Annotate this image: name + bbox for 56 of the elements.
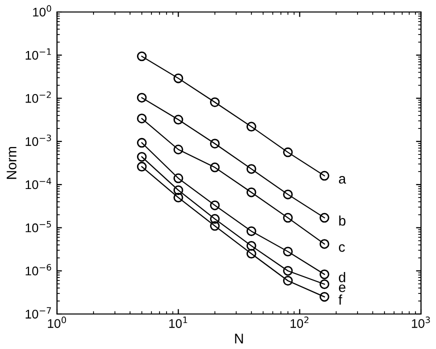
point bbox=[283, 266, 293, 276]
series-label: b bbox=[339, 215, 346, 226]
point bbox=[320, 279, 330, 290]
point bbox=[283, 147, 293, 158]
point bbox=[283, 246, 293, 256]
point bbox=[210, 138, 220, 148]
point bbox=[283, 212, 293, 223]
point bbox=[320, 292, 330, 302]
x-tick-label: 10$^{1}$ bbox=[169, 316, 188, 328]
point bbox=[320, 269, 330, 280]
y-tick-label: 10$^{−5}$ bbox=[26, 220, 51, 232]
point bbox=[173, 73, 184, 84]
point bbox=[283, 190, 293, 200]
x-tick-label: 10$^{0}$ bbox=[48, 316, 66, 328]
y-axis-title: Norm bbox=[6, 146, 16, 179]
x-axis-title: N bbox=[235, 334, 243, 344]
point bbox=[173, 144, 184, 154]
y-tick-label: 10$^{0}$ bbox=[33, 5, 52, 17]
point bbox=[173, 173, 184, 184]
series-label: d bbox=[338, 272, 346, 282]
series-label: e bbox=[338, 284, 346, 292]
y-tick-label: 10$^{−4}$ bbox=[26, 178, 52, 190]
point bbox=[173, 185, 184, 196]
point bbox=[136, 138, 147, 148]
point bbox=[246, 122, 256, 132]
point bbox=[246, 248, 256, 259]
point bbox=[246, 226, 256, 236]
y-tick-label: 10$^{−1}$ bbox=[26, 48, 51, 60]
point bbox=[283, 276, 293, 286]
y-tick-label: 10$^{−6}$ bbox=[26, 264, 52, 276]
point bbox=[210, 221, 220, 231]
point bbox=[136, 92, 147, 103]
x-tick-label: 10$^{2}$ bbox=[290, 316, 308, 328]
point bbox=[210, 214, 220, 224]
point bbox=[210, 200, 220, 210]
point bbox=[320, 239, 330, 249]
y-tick-label: 10$^{−3}$ bbox=[26, 134, 51, 146]
point bbox=[173, 114, 184, 124]
series-label: a bbox=[338, 176, 346, 184]
y-tick-label: 10$^{−7}$ bbox=[26, 307, 51, 319]
x-tick-label: 10$^{3}$ bbox=[412, 316, 430, 328]
point bbox=[173, 192, 184, 202]
point bbox=[210, 97, 220, 108]
point bbox=[246, 187, 256, 198]
point bbox=[320, 212, 330, 223]
point bbox=[246, 164, 256, 174]
point bbox=[136, 114, 147, 124]
series-label: f bbox=[338, 294, 342, 305]
point bbox=[246, 240, 256, 251]
series-label: c bbox=[338, 244, 345, 252]
point bbox=[136, 152, 147, 162]
point bbox=[320, 170, 330, 181]
point bbox=[136, 51, 147, 62]
y-tick-label: 10$^{−2}$ bbox=[26, 91, 51, 103]
point bbox=[210, 162, 220, 172]
point bbox=[136, 162, 147, 172]
